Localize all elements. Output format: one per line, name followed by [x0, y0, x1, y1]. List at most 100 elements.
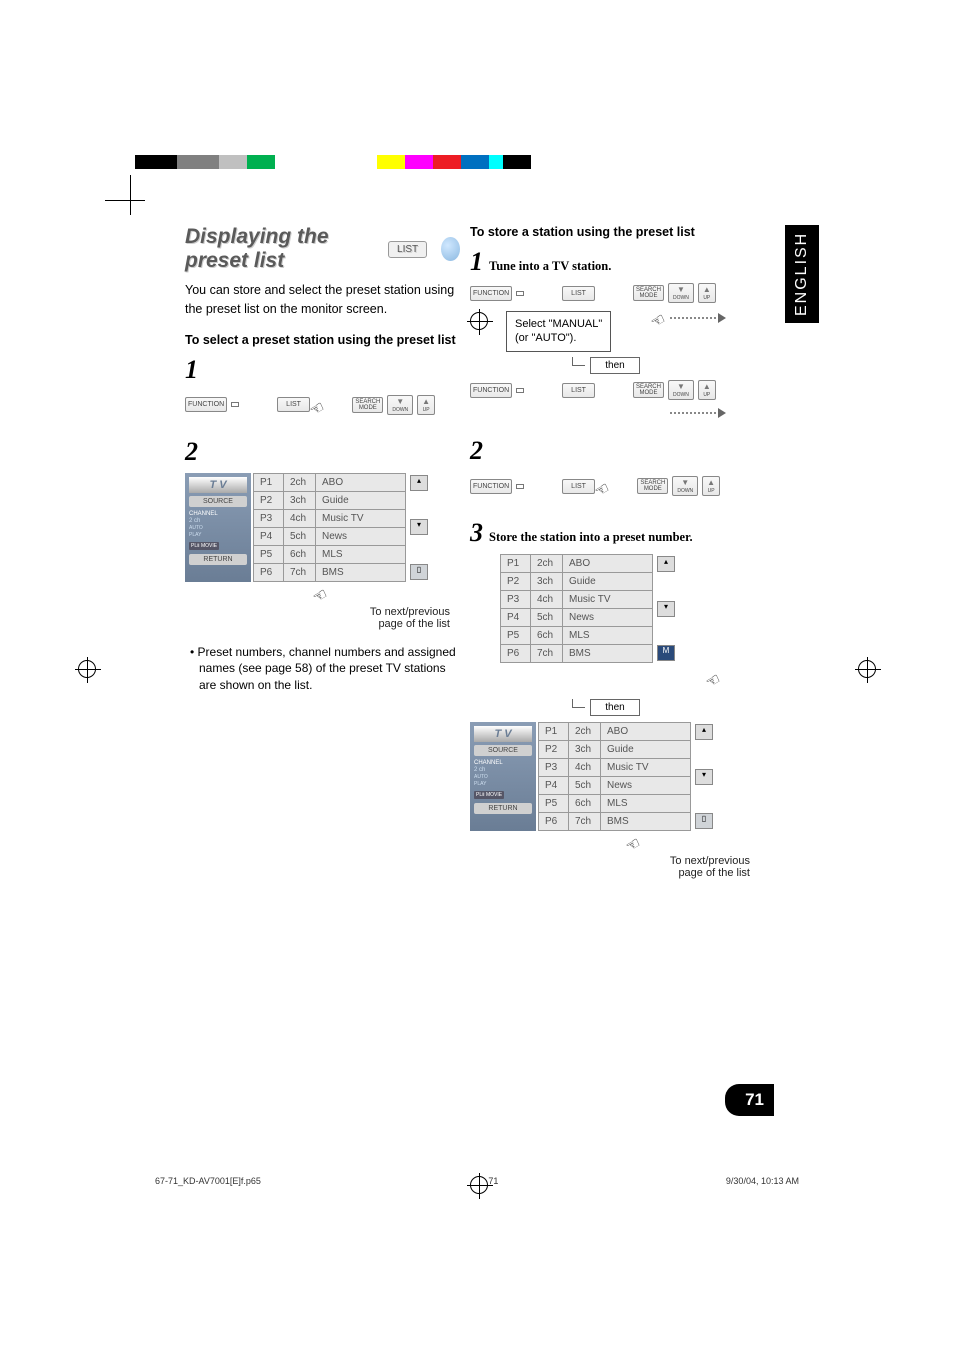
registration-mark-icon [78, 660, 96, 678]
return-button[interactable]: RETURN [189, 554, 247, 565]
table-row[interactable]: P67chBMS [539, 813, 691, 831]
table-cell: BMS [563, 645, 653, 663]
table-cell: ABO [601, 723, 691, 741]
auto-label: AUTO [189, 525, 247, 531]
table-cell: 4ch [531, 591, 563, 609]
memory-button[interactable]: M [657, 645, 675, 661]
up-button[interactable]: ▲UP [698, 283, 716, 303]
source-button[interactable]: SOURCE [189, 496, 247, 507]
step-2: 2 [470, 436, 760, 466]
scroll-down-button[interactable]: ▾ [695, 769, 713, 785]
down-button[interactable]: ▼DOWN [668, 283, 694, 303]
table-cell: Music TV [601, 759, 691, 777]
preset-table[interactable]: P12chABOP23chGuideP34chMusic TVP45chNews… [538, 722, 691, 831]
search-mode-button[interactable]: SEARCHMODE [637, 478, 668, 494]
down-button[interactable]: ▼DOWN [668, 380, 694, 400]
function-button[interactable]: FUNCTION [185, 397, 227, 412]
search-mode-button[interactable]: SEARCHMODE [633, 382, 664, 398]
tv-preset-screen: T V SOURCE CHANNEL 2 ch AUTO PLAY PLⅡ MO… [470, 722, 760, 831]
return-button[interactable]: RETURN [474, 803, 532, 814]
table-row[interactable]: P56chMLS [501, 627, 653, 645]
remote-buttons-row: FUNCTION LIST SEARCHMODE ▼DOWN ▲UP [470, 380, 760, 400]
table-row[interactable]: P12chABO [539, 723, 691, 741]
table-cell: ABO [316, 473, 406, 491]
right-column: To store a station using the preset list… [470, 225, 760, 879]
table-cell: Guide [563, 573, 653, 591]
up-button[interactable]: ▲UP [698, 380, 716, 400]
search-mode-button[interactable]: SEARCHMODE [352, 397, 383, 413]
hole-icon [516, 388, 524, 393]
table-row[interactable]: P12chABO [254, 473, 406, 491]
table-row[interactable]: P23chGuide [501, 573, 653, 591]
down-button[interactable]: ▼DOWN [672, 476, 698, 496]
table-row[interactable]: P34chMusic TV [501, 591, 653, 609]
table-row[interactable]: P45chNews [501, 609, 653, 627]
function-button[interactable]: FUNCTION [470, 286, 512, 301]
table-row[interactable]: P45chNews [539, 777, 691, 795]
table-cell: MLS [563, 627, 653, 645]
table-row[interactable]: P23chGuide [254, 491, 406, 509]
table-row[interactable]: P12chABO [501, 555, 653, 573]
preset-table[interactable]: P12chABOP23chGuideP34chMusic TVP45chNews… [500, 554, 653, 663]
table-cell: Guide [316, 491, 406, 509]
table-cell: P2 [501, 573, 531, 591]
up-button[interactable]: ▲UP [417, 395, 435, 415]
down-button[interactable]: ▼DOWN [387, 395, 413, 415]
table-cell: 7ch [531, 645, 563, 663]
table-row[interactable]: P23chGuide [539, 741, 691, 759]
scroll-up-button[interactable]: ▴ [657, 556, 675, 572]
table-row[interactable]: P67chBMS [254, 563, 406, 581]
scroll-up-button[interactable]: ▴ [410, 475, 428, 491]
print-footer: 67-71_KD-AV7001[E]f.p65 71 9/30/04, 10:1… [155, 1176, 799, 1186]
table-row[interactable]: P67chBMS [501, 645, 653, 663]
left-column: Displaying the preset list LIST You can … [185, 225, 460, 694]
store-heading: To store a station using the preset list [470, 225, 760, 239]
preset-table[interactable]: P12chABOP23chGuideP34chMusic TVP45chNews… [253, 473, 406, 582]
step-number: 2 [185, 437, 198, 467]
scroll-down-button[interactable]: ▾ [410, 519, 428, 535]
arrow-icon [718, 408, 726, 418]
scroll-down-button[interactable]: ▾ [657, 601, 675, 617]
preset-list-panel: P12chABOP23chGuideP34chMusic TVP45chNews… [253, 473, 428, 582]
table-cell: 3ch [569, 741, 601, 759]
caption-line: page of the list [470, 867, 750, 879]
search-mode-button[interactable]: SEARCHMODE [633, 285, 664, 301]
source-button[interactable]: SOURCE [474, 745, 532, 756]
table-row[interactable]: P45chNews [254, 527, 406, 545]
sub-heading: To select a preset station using the pre… [185, 333, 460, 347]
table-cell: 2ch [531, 555, 563, 573]
list-button[interactable]: LIST [562, 383, 595, 398]
table-row[interactable]: P56chMLS [539, 795, 691, 813]
list-button[interactable]: LIST [277, 397, 310, 412]
content-area: ENGLISH Displaying the preset list LIST … [185, 225, 819, 1126]
scroll-bar-icon[interactable]: ▯ [410, 564, 428, 580]
table-cell: P6 [254, 563, 284, 581]
table-row[interactable]: P56chMLS [254, 545, 406, 563]
function-button[interactable]: FUNCTION [470, 479, 512, 494]
function-button[interactable]: FUNCTION [470, 383, 512, 398]
list-button[interactable]: LIST [562, 479, 595, 494]
table-cell: 4ch [284, 509, 316, 527]
up-button[interactable]: ▲UP [702, 476, 720, 496]
then-label: then [590, 699, 639, 716]
scroll-bar-icon[interactable]: ▯ [695, 813, 713, 829]
tv-sidebar: T V SOURCE CHANNEL 2 ch AUTO PLAY PLⅡ MO… [470, 722, 536, 831]
scroll-up-button[interactable]: ▴ [695, 724, 713, 740]
speech-box: Select "MANUAL" (or "AUTO"). [506, 311, 611, 352]
table-cell: P1 [501, 555, 531, 573]
step-1: 1 Tune into a TV station. [470, 247, 760, 277]
table-row[interactable]: P34chMusic TV [254, 509, 406, 527]
list-button[interactable]: LIST [562, 286, 595, 301]
table-cell: 7ch [569, 813, 601, 831]
table-cell: P3 [539, 759, 569, 777]
page: ENGLISH Displaying the preset list LIST … [0, 0, 954, 1351]
channel-value: 2 ch [189, 518, 247, 524]
table-cell: 6ch [284, 545, 316, 563]
caption-nextprev: To next/previous page of the list [185, 606, 450, 630]
table-row[interactable]: P34chMusic TV [539, 759, 691, 777]
hand-pointer-icon: ☜ [309, 583, 331, 607]
speech-line: (or "AUTO"). [515, 331, 602, 345]
table-cell: MLS [316, 545, 406, 563]
preset-list-panel: P12chABOP23chGuideP34chMusic TVP45chNews… [500, 554, 760, 663]
tv-title: T V [189, 477, 247, 493]
